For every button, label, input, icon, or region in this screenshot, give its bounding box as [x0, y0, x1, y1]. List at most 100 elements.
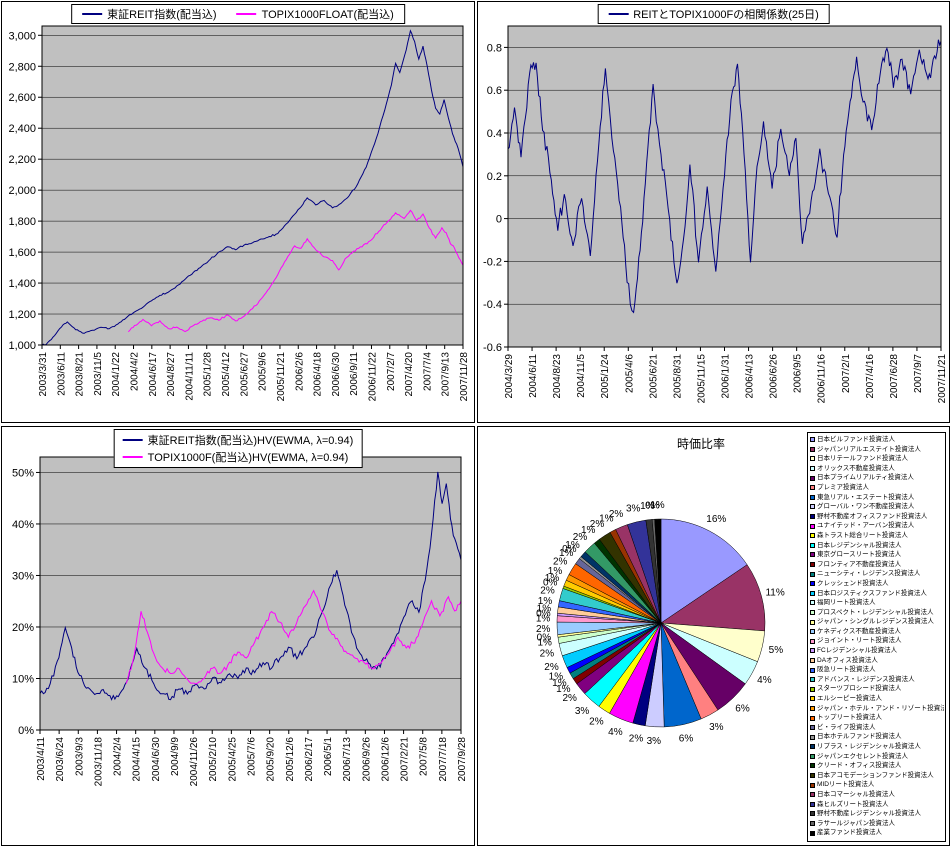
pie-legend-item: ジャパンエクセレント投資法人	[809, 752, 944, 762]
y-axis-label: 2,800	[8, 61, 36, 73]
pie-percent-label: 0%	[537, 633, 552, 644]
pie-percent-label: 1%	[556, 684, 571, 695]
pie-legend-swatch	[810, 571, 815, 577]
topix1000f-line-swatch	[236, 13, 257, 15]
pie-legend-swatch	[810, 801, 815, 807]
pie-legend-label: 森トラスト総合リート投資法人	[817, 531, 908, 539]
pie-legend-label: 東京グロースリート投資法人	[817, 551, 902, 559]
pie-legend-label: ジャパン・シングルレジデンス投資法人	[817, 618, 934, 626]
y-axis-label: 2,000	[8, 185, 36, 197]
pie-legend-item: 日本ビルファンド投資法人	[809, 435, 944, 445]
pie-legend-swatch	[810, 581, 815, 587]
pie-legend-label: 野村不動産レジデンシャル投資法人	[817, 810, 921, 818]
x-axis-label: 2006/6/30	[331, 352, 342, 397]
reit-hv-legend-label: 東証REIT指数(配当込)HV(EWMA, λ=0.94)	[147, 435, 354, 447]
pie-percent-label: 4%	[757, 675, 772, 686]
x-axis-label: 2005/4/12	[221, 352, 232, 397]
topix-hv-legend-label: TOPIX1000F(配当込)HV(EWMA, λ=0.94)	[147, 452, 349, 464]
pie-legend-item: 日本ロジスティクスファンド投資法人	[809, 589, 944, 599]
pie-legend-swatch	[810, 648, 815, 654]
pie-legend-swatch	[810, 667, 815, 673]
pie-percent-label: 2%	[540, 586, 555, 597]
x-axis-label: 2007/11/28	[459, 352, 470, 402]
pie-legend-swatch	[810, 590, 815, 596]
pie-legend-item: ジョイント・リート投資法人	[809, 636, 944, 646]
pie-percent-label: 1%	[559, 548, 574, 559]
x-axis-label: 2007/7/18	[438, 737, 449, 782]
panel-correlation-chart: REITとTOPIX1000Fの相関係数(25日) 0.8 0.6 0.4 0.2 0 -…	[477, 1, 950, 423]
pie-legend-item: 森ヒルズリート投資法人	[809, 800, 944, 810]
series-line	[125, 589, 462, 685]
pie-legend-label: FCレジデンシャル投資法人	[817, 647, 898, 655]
pie-legend-label: 日本レジデンシャル投資法人	[817, 541, 902, 549]
pie-legend-item: フロンティア不動産投資法人	[809, 560, 944, 570]
pie-percent-label: 0%	[645, 500, 660, 511]
pie-slice	[660, 518, 748, 624]
x-axis-label: 2007/9/13	[441, 352, 452, 397]
pie-legend-item: 産業ファンド投資法人	[809, 828, 944, 838]
x-axis-label: 2007/4/16	[865, 354, 876, 399]
pie-legend-swatch	[810, 475, 815, 481]
pie-legend-label: ニューシティ・レジデンス投資法人	[817, 570, 921, 578]
y-axis-label: 0.4	[487, 128, 502, 140]
pie-legend-label: 日本ビルファンド投資法人	[817, 436, 895, 443]
y-axis-label: 2,200	[8, 154, 36, 166]
x-axis-label: 2004/8/27	[166, 352, 177, 397]
pie-legend-item: ビ・ライフ投資法人	[809, 723, 944, 733]
pie-legend-label: 日本アコモデーションファンド投資法人	[817, 771, 934, 779]
pie-percent-label: 2%	[590, 519, 605, 530]
pie-slice	[654, 518, 662, 624]
x-axis-label: 2005/9/6	[258, 352, 269, 391]
y-axis-label: 1,800	[8, 216, 36, 228]
correlation-line-swatch	[608, 13, 629, 15]
x-axis-label: 2003/11/5	[93, 352, 104, 396]
y-axis-label: 10%	[12, 673, 34, 685]
pie-legend-item: ケネディクス不動産投資法人	[809, 627, 944, 637]
pie-legend-item: DAオフィス投資法人	[809, 656, 944, 666]
x-axis-label: 2004/8/23	[552, 354, 563, 399]
pie-legend-swatch	[810, 705, 815, 711]
pie-legend-item: トップリート投資法人	[809, 713, 944, 723]
x-axis-label: 2003/4/11	[36, 737, 47, 781]
pie-legend-swatch	[810, 821, 815, 827]
pie-legend-label: アドバンス・レジデンス投資法人	[817, 675, 915, 683]
x-axis-label: 2005/11/21	[276, 352, 287, 402]
pie-legend-label: オリックス不動産投資法人	[817, 464, 895, 472]
pie-legend-swatch	[810, 466, 815, 472]
reit-index-legend-label: 東証REIT指数(配当込)	[107, 9, 217, 21]
pie-legend-label: 東急リアル・エステート投資法人	[817, 493, 915, 501]
pie-slice	[660, 564, 766, 632]
pie-legend-item: ジャパン・ホテル・アンド・リゾート投資法人	[809, 704, 944, 714]
x-axis-label: 2006/9/11	[349, 352, 360, 396]
x-axis-label: 2007/11/21	[937, 354, 948, 404]
pie-legend-swatch	[810, 782, 815, 788]
pie-legend-swatch	[810, 562, 815, 568]
y-axis-label: 0.6	[487, 85, 502, 97]
topix-hv-line-swatch	[122, 456, 143, 458]
pie-percent-label: 1%	[640, 501, 655, 512]
pie-percent-label: 2%	[536, 624, 551, 635]
pie-legend-item: FCレジデンシャル投資法人	[809, 646, 944, 656]
pie-percent-label: 3%	[709, 722, 724, 733]
x-axis-label: 2005/4/6	[624, 354, 635, 393]
pie-legend-item: 日本コマーシャル投資法人	[809, 790, 944, 800]
pie-percent-label: 2%	[544, 662, 559, 673]
y-axis-label: 20%	[12, 622, 34, 634]
pie-legend-label: プロスペクト・レジデンシャル投資法人	[817, 608, 934, 616]
pie-legend-swatch	[810, 552, 815, 558]
pie-legend-swatch	[810, 792, 815, 798]
x-axis-label: 2006/6/26	[769, 354, 780, 399]
pie-legend-swatch	[810, 504, 815, 510]
x-axis-label: 2006/9/26	[361, 737, 372, 782]
pie-percent-label: 6%	[735, 703, 750, 714]
y-axis-label: 1,600	[8, 247, 36, 259]
pie-legend-item: グローバル・ワン不動産投資法人	[809, 502, 944, 512]
pie-legend-swatch	[810, 542, 815, 548]
pie-legend-swatch	[810, 811, 815, 817]
y-axis-label: 0%	[18, 725, 34, 737]
panel-reit-index-chart: 東証REIT指数(配当込) TOPIX1000FLOAT(配当込) 3,000 2…	[1, 1, 475, 423]
pie-legend-item: 日本リテールファンド投資法人	[809, 454, 944, 464]
legend-item-reit-hv: 東証REIT指数(配当込)HV(EWMA, λ=0.94)	[122, 432, 354, 448]
pie-percent-label: 2%	[540, 648, 555, 659]
pie-legend-item: クリード・オフィス投資法人	[809, 761, 944, 771]
